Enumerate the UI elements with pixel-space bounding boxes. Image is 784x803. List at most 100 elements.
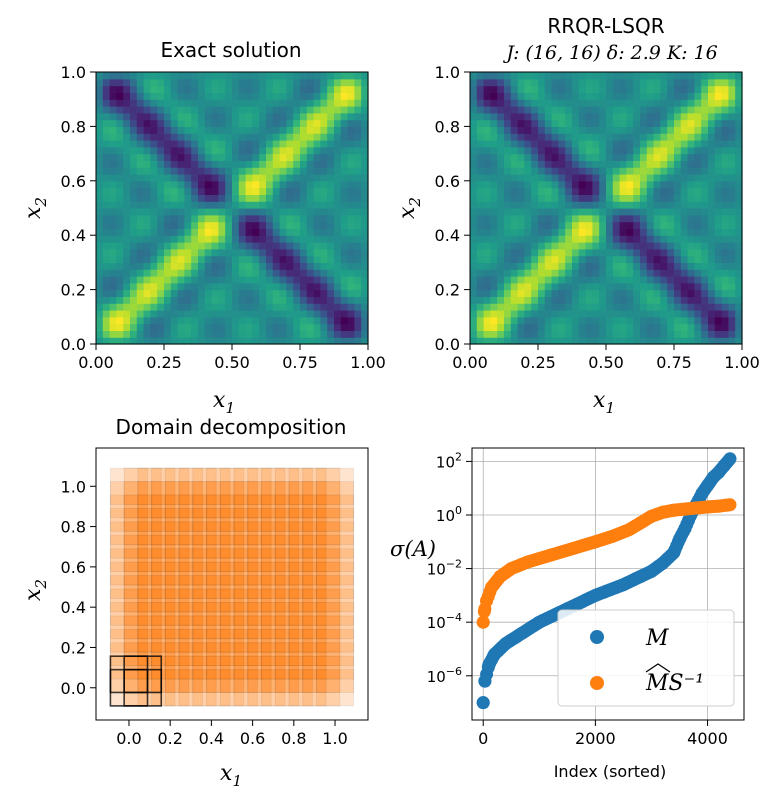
heatmap-cell — [354, 133, 362, 141]
heatmap-cell — [504, 242, 512, 250]
heatmap-cell — [123, 310, 131, 318]
heatmap-cell — [646, 187, 655, 195]
heatmap-cell — [551, 99, 559, 107]
heatmap-cell — [674, 153, 682, 161]
heatmap-cell — [157, 78, 165, 87]
heatmap-cell — [551, 255, 559, 263]
heatmap-cell — [198, 228, 206, 236]
heatmap-cell — [592, 289, 600, 297]
heatmap-cell — [150, 85, 158, 93]
heatmap-cell — [164, 92, 172, 100]
heatmap-cell — [293, 85, 301, 93]
data-point — [723, 498, 737, 512]
heatmap-cell — [184, 228, 192, 236]
heatmap-cell — [225, 310, 233, 318]
heatmap-cell — [320, 78, 328, 87]
heatmap-cell — [572, 316, 580, 325]
heatmap-cell — [286, 310, 294, 318]
heatmap-cell — [320, 85, 328, 93]
heatmap-cell — [198, 146, 206, 155]
heatmap-cell — [177, 78, 185, 87]
heatmap-cell — [211, 242, 219, 250]
heatmap-cell — [714, 174, 723, 182]
heatmap-cell — [619, 140, 627, 148]
title-domain-decomposition: Domain decomposition — [116, 415, 347, 439]
heatmap-cell — [334, 153, 342, 161]
heatmap-cell — [252, 133, 260, 141]
heatmap-cell — [735, 119, 743, 127]
heatmap-cell — [252, 187, 260, 195]
subdomain — [123, 548, 162, 586]
heatmap-cell — [96, 282, 104, 291]
heatmap-cell — [320, 228, 328, 236]
heatmap-cell — [483, 133, 491, 141]
heatmap-cell — [517, 276, 525, 284]
heatmap-cell — [259, 276, 267, 284]
heatmap-cell — [232, 133, 240, 141]
heatmap-cell — [198, 160, 206, 168]
subdomain — [151, 507, 190, 546]
heatmap-cell — [565, 255, 573, 263]
heatmap-cell — [354, 276, 362, 284]
heatmap-cell — [340, 228, 349, 236]
heatmap-cell — [674, 235, 682, 243]
heatmap-cell — [606, 303, 614, 311]
heatmap-cell — [714, 303, 723, 311]
heatmap-cell — [361, 262, 369, 270]
heatmap-cell — [483, 221, 491, 229]
heatmap-cell — [599, 112, 607, 121]
heatmap-cell — [646, 201, 655, 209]
heatmap-cell — [728, 106, 736, 114]
subdomain — [206, 481, 245, 519]
heatmap-cell — [272, 146, 281, 155]
heatmap-cell — [102, 242, 111, 250]
heatmap-cell — [667, 248, 675, 257]
data-point — [605, 529, 619, 543]
heatmap-cell — [476, 119, 485, 127]
heatmap-cell — [646, 140, 655, 148]
heatmap-cell — [232, 174, 240, 182]
y-tick-label: 1.0 — [61, 477, 86, 496]
heatmap-cell — [735, 167, 743, 175]
heatmap-cell — [123, 187, 131, 195]
heatmap-cell — [524, 140, 532, 148]
heatmap-cell — [136, 106, 145, 114]
heatmap-cell — [218, 119, 226, 127]
heatmap-cell — [470, 180, 478, 189]
heatmap-cell — [619, 126, 627, 134]
heatmap-cell — [558, 187, 566, 195]
heatmap-cell — [504, 160, 512, 168]
heatmap-cell — [633, 153, 641, 161]
heatmap-cell — [517, 255, 525, 263]
heatmap-cell — [585, 337, 593, 345]
heatmap-cell — [721, 235, 729, 243]
heatmap-cell — [646, 289, 655, 297]
heatmap-cell — [721, 289, 729, 297]
subdomain — [109, 467, 149, 505]
heatmap-cell — [340, 242, 349, 250]
heatmap-cell — [619, 160, 627, 168]
heatmap-cell — [96, 174, 104, 182]
heatmap-cell — [361, 119, 369, 127]
heatmap-cell — [633, 262, 641, 270]
heatmap-cell — [701, 92, 709, 100]
heatmap-cell — [544, 303, 553, 311]
heatmap-cell — [136, 140, 145, 148]
heatmap-cell — [252, 153, 260, 161]
axes-frame — [471, 447, 745, 721]
heatmap-cell — [116, 153, 124, 161]
heatmap-cell — [130, 323, 138, 331]
subdomain — [288, 588, 327, 626]
heatmap-cell — [340, 187, 349, 195]
heatmap-cell — [347, 85, 355, 93]
heatmap-cell — [109, 276, 117, 284]
heatmap-cell — [293, 146, 301, 155]
heatmap-cell — [102, 194, 111, 202]
heatmap-cell — [578, 78, 587, 87]
heatmap-cell — [300, 106, 308, 114]
heatmap-cell — [470, 167, 478, 175]
heatmap-cell — [551, 187, 559, 195]
heatmap-cell — [612, 214, 621, 223]
heatmap-cell — [96, 235, 104, 243]
heatmap-cell — [306, 167, 315, 175]
